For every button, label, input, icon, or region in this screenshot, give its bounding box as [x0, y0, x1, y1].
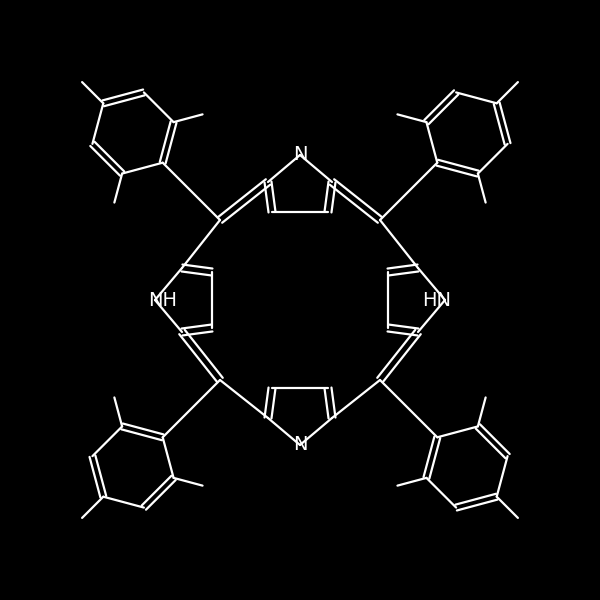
Text: N: N	[293, 436, 307, 455]
Text: N: N	[293, 145, 307, 164]
Text: HN: HN	[422, 290, 452, 310]
Text: NH: NH	[149, 290, 178, 310]
